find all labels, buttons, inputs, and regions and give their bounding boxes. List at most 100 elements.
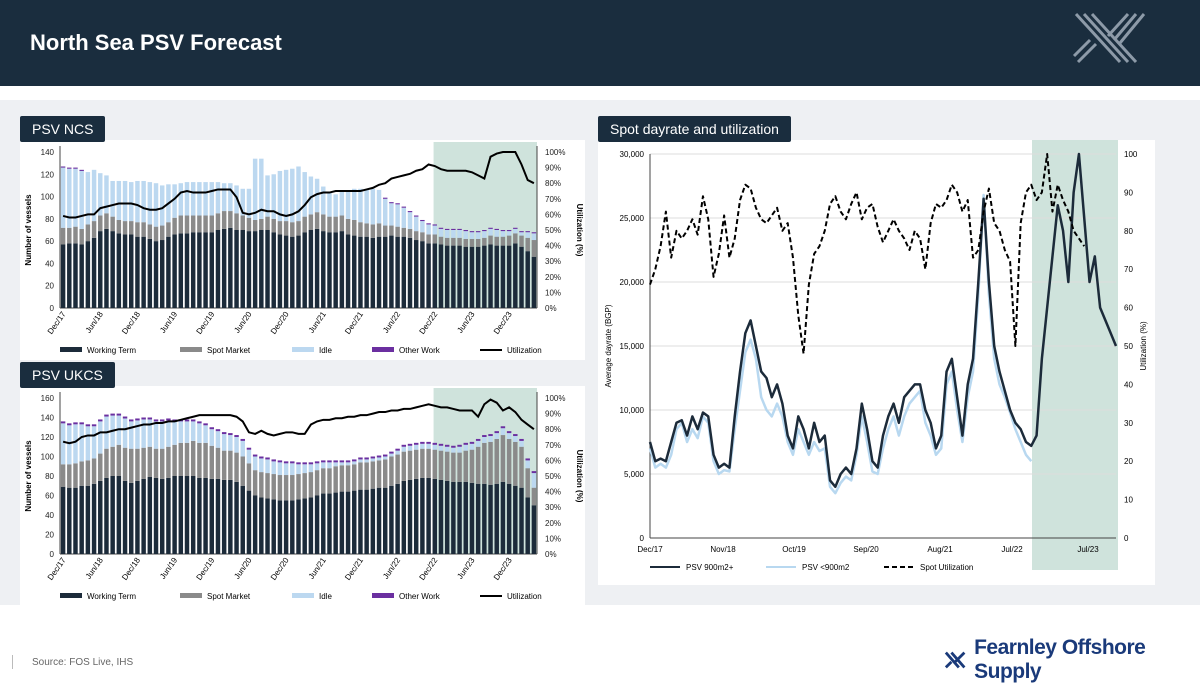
bar-working-term bbox=[389, 485, 394, 554]
y2-tick-label: 70% bbox=[545, 441, 561, 450]
bar-working-term bbox=[265, 498, 270, 554]
bar-other-work bbox=[438, 227, 444, 229]
bar-idle bbox=[302, 172, 307, 217]
y-tick-label: 60 bbox=[45, 237, 54, 246]
bar-spot-market bbox=[426, 448, 431, 478]
bar-other-work bbox=[79, 169, 84, 171]
fos-logo-mark-icon bbox=[1072, 12, 1146, 64]
bar-working-term bbox=[79, 485, 84, 554]
bar-spot-market bbox=[488, 235, 493, 245]
bar-spot-market bbox=[283, 221, 289, 236]
bar-idle bbox=[190, 421, 196, 441]
bar-other-work bbox=[519, 438, 524, 441]
bar-working-term bbox=[209, 232, 215, 308]
bar-spot-market bbox=[98, 453, 103, 481]
bar-working-term bbox=[129, 482, 134, 554]
x-tick-label: Aug/21 bbox=[927, 545, 953, 554]
bar-idle bbox=[228, 435, 233, 451]
bar-other-work bbox=[104, 414, 109, 417]
bar-other-work bbox=[246, 447, 252, 450]
bar-idle bbox=[314, 463, 320, 471]
bar-idle bbox=[314, 178, 320, 213]
bar-other-work bbox=[153, 419, 159, 422]
bar-idle bbox=[135, 180, 140, 223]
bar-idle bbox=[265, 459, 270, 474]
bar-working-term bbox=[122, 480, 128, 554]
bar-working-term bbox=[401, 236, 407, 308]
bar-idle bbox=[376, 189, 382, 224]
bar-spot-market bbox=[153, 448, 159, 478]
bar-spot-market bbox=[197, 215, 202, 233]
bar-idle bbox=[302, 464, 307, 474]
bar-working-term bbox=[197, 232, 202, 308]
bar-working-term bbox=[302, 232, 307, 308]
bar-working-term bbox=[296, 235, 301, 308]
bar-working-term bbox=[376, 487, 382, 554]
bar-working-term bbox=[277, 500, 283, 554]
bar-spot-market bbox=[228, 450, 233, 480]
legend-label: PSV <900m2 bbox=[802, 563, 850, 572]
bar-other-work bbox=[190, 419, 196, 422]
bar-idle bbox=[308, 464, 314, 473]
bar-other-work bbox=[370, 456, 376, 459]
y-tick-label: 40 bbox=[45, 511, 54, 520]
y2-tick-label: 60% bbox=[545, 210, 561, 219]
bar-working-term bbox=[475, 483, 481, 554]
y2-tick-label: 100 bbox=[1124, 150, 1138, 159]
bar-other-work bbox=[413, 215, 419, 217]
bar-other-work bbox=[506, 431, 512, 434]
bar-spot-market bbox=[73, 463, 78, 488]
legend-label: Spot Market bbox=[207, 592, 251, 601]
y2-tick-label: 100% bbox=[545, 394, 565, 403]
bar-spot-market bbox=[469, 238, 475, 247]
bar-working-term bbox=[240, 230, 245, 308]
bar-spot-market bbox=[513, 441, 518, 486]
bar-idle bbox=[389, 203, 394, 226]
bar-spot-market bbox=[314, 470, 320, 496]
bar-idle bbox=[159, 185, 165, 226]
y2-tick-label: 100% bbox=[545, 148, 565, 157]
bar-idle bbox=[246, 449, 252, 464]
bar-idle bbox=[246, 188, 252, 218]
bar-spot-market bbox=[153, 226, 159, 242]
bar-idle bbox=[135, 420, 140, 449]
bar-spot-market bbox=[215, 213, 221, 230]
x-tick-label: Jul/22 bbox=[1001, 545, 1023, 554]
bar-spot-market bbox=[184, 442, 190, 476]
brand-name: Fearnley Offshore Supply bbox=[974, 636, 1146, 683]
x-tick-label: Jun/18 bbox=[84, 556, 105, 581]
y2-tick-label: 20 bbox=[1124, 457, 1133, 466]
bar-other-work bbox=[302, 462, 307, 465]
bar-working-term bbox=[389, 235, 394, 308]
bar-working-term bbox=[85, 485, 91, 554]
bar-idle bbox=[432, 444, 438, 450]
bar-idle bbox=[382, 456, 388, 460]
bar-working-term bbox=[482, 245, 487, 308]
bar-working-term bbox=[184, 233, 190, 308]
bar-working-term bbox=[209, 478, 215, 554]
bar-working-term bbox=[259, 497, 264, 554]
x-tick-label: Dec/23 bbox=[492, 556, 514, 582]
bar-working-term bbox=[203, 477, 208, 554]
bar-other-work bbox=[420, 441, 425, 444]
bar-idle bbox=[271, 461, 276, 475]
bar-working-term bbox=[444, 245, 450, 308]
bar-idle bbox=[221, 183, 227, 212]
bar-working-term bbox=[413, 240, 419, 308]
legend-swatch bbox=[60, 593, 82, 598]
bar-working-term bbox=[110, 231, 115, 308]
bar-working-term bbox=[513, 243, 518, 308]
bar-other-work bbox=[110, 413, 115, 416]
x-tick-label: Dec/17 bbox=[46, 556, 68, 582]
x-tick-label: Dec/18 bbox=[120, 556, 142, 582]
bar-idle bbox=[463, 444, 468, 451]
bar-working-term bbox=[178, 233, 184, 308]
bar-working-term bbox=[519, 246, 524, 308]
bar-other-work bbox=[395, 203, 400, 205]
bar-working-term bbox=[321, 493, 326, 554]
bar-idle bbox=[494, 433, 499, 439]
bar-working-term bbox=[531, 505, 537, 554]
bar-spot-market bbox=[265, 473, 270, 499]
y-tick-label: 160 bbox=[41, 394, 55, 403]
bar-working-term bbox=[463, 246, 468, 308]
